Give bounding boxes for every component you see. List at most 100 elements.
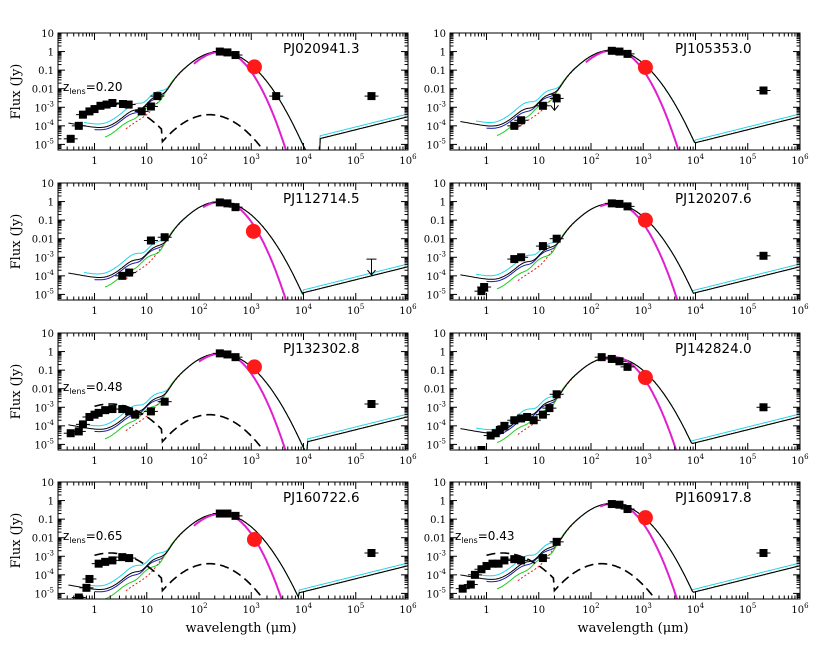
data-point: [552, 94, 561, 103]
data-point: [480, 283, 489, 292]
data-point: [495, 425, 504, 434]
y-axis-titles: Flux (Jy) Flux (Jy) Flux (Jy) Flux (Jy): [9, 64, 24, 569]
data-point: [759, 403, 768, 412]
data-point: [231, 353, 240, 362]
x-tick-label: 105: [739, 303, 756, 317]
zlens-label: zlens=0.65: [63, 529, 122, 545]
data-point: [477, 287, 486, 296]
data-point: [623, 202, 632, 211]
x-tick-label: 1: [91, 306, 97, 317]
y-tick-label: 10-4: [34, 269, 54, 283]
data-point: [146, 407, 155, 416]
data-point: [101, 406, 110, 415]
x-tick-label: 1: [483, 456, 489, 467]
y-tick-label: 10-3: [426, 100, 446, 114]
data-point: [500, 556, 509, 565]
x-tick-label: 102: [190, 602, 207, 616]
y-tick-label: 10-4: [426, 119, 446, 133]
x-tick-label: 10: [140, 456, 153, 467]
data-point: [367, 400, 376, 409]
x-tick-label: 1: [483, 605, 489, 616]
y-tick-label: 10: [433, 478, 446, 489]
y-tick-label: 10: [41, 478, 54, 489]
panel-5: 1 10 102 103 104 105 106 10 1 0.1 0.01 10-3 10-4 10-5…: [424, 329, 809, 467]
data-point: [466, 580, 475, 589]
model-curve-green-model: [104, 512, 408, 599]
model-curve-green-model: [104, 201, 408, 296]
data-point: [597, 353, 606, 362]
data-point: [510, 416, 519, 425]
data-point: [78, 110, 87, 119]
highlight-point: [246, 59, 262, 75]
data-point: [517, 116, 526, 125]
y-tick-label: 10-3: [426, 400, 446, 414]
data-point: [223, 199, 232, 208]
data-point: [477, 565, 486, 574]
panel-plot-area: [460, 199, 800, 300]
data-point: [607, 199, 616, 208]
modified-blackbody-curve: [585, 49, 680, 150]
data-point: [102, 100, 111, 109]
x-tick-label: 105: [347, 453, 364, 467]
data-point: [615, 357, 624, 366]
y-tick-label: 10: [41, 179, 54, 190]
data-point: [66, 134, 75, 143]
x-tick-label: 102: [190, 453, 207, 467]
y-tick-label: 1: [48, 497, 54, 508]
y-tick-label: 10-5: [34, 287, 54, 301]
x-tick-label: 106: [399, 453, 417, 467]
panel-plot-area: [68, 198, 408, 300]
data-point: [607, 500, 616, 509]
y-tick-label: 10-5: [426, 586, 446, 600]
data-point: [146, 236, 155, 245]
model-curve-red-dotted-model: [517, 502, 800, 593]
data-point: [615, 199, 624, 208]
modified-blackbody-curve: [193, 50, 287, 150]
x-tick-label: 104: [295, 303, 313, 317]
data-point: [538, 410, 547, 419]
x-tick-label: 1: [91, 156, 97, 167]
y-tick-label: 10-5: [34, 437, 54, 451]
y-tick-label: 0.01: [32, 235, 54, 246]
upper-limit-arrow: [366, 258, 377, 276]
y-tick-label: 10-4: [426, 568, 446, 582]
y-tick-label: 1: [48, 48, 54, 59]
data-point: [494, 559, 503, 568]
panel-3: 1 10 102 103 104 105 106 10 1 0.1 0.01 10-3 10-4 10-5…: [424, 179, 809, 317]
y-tick-label: 0.01: [424, 235, 446, 246]
x-tick-label: 104: [687, 153, 705, 167]
panel-name: PJ142824.0: [675, 341, 752, 357]
y-axis-title: Flux (Jy): [9, 364, 24, 420]
panel-4: 1 10 102 103 104 105 106 10 1 0.1 0.01 10-3 10-4 10-5…: [32, 329, 417, 467]
model-curve-red-dotted-model: [517, 202, 800, 294]
data-point: [101, 557, 110, 566]
y-tick-label: 0.01: [32, 385, 54, 396]
y-tick-label: 10-3: [426, 549, 446, 563]
x-tick-label: 104: [295, 602, 313, 616]
modified-blackbody-curve: [599, 202, 679, 300]
data-point: [215, 349, 224, 358]
x-tick-label: 103: [635, 153, 652, 167]
y-axis-title: Flux (Jy): [9, 513, 24, 569]
y-tick-label: 0.01: [32, 85, 54, 96]
x-tick-label: 105: [347, 602, 364, 616]
panel-0: 1 10 102 103 104 105 106 10 1 0.1 0.01 10-3 10-4 10-5…: [32, 29, 417, 167]
x-tick-label: 106: [791, 453, 809, 467]
data-point: [85, 574, 94, 583]
x-tick-label: 104: [687, 602, 705, 616]
y-tick-label: 0.1: [38, 366, 54, 377]
y-tick-label: 10: [41, 329, 54, 340]
y-tick-label: 1: [48, 348, 54, 359]
x-tick-label: 10: [140, 605, 153, 616]
x-tick-label: 106: [399, 602, 417, 616]
y-tick-label: 0.1: [38, 216, 54, 227]
data-point: [552, 390, 561, 399]
y-axis-title: Flux (Jy): [9, 64, 24, 120]
y-tick-label: 10-5: [426, 437, 446, 451]
y-tick-label: 10: [433, 329, 446, 340]
data-point: [623, 505, 632, 514]
data-point: [96, 101, 105, 110]
y-tick-label: 0.1: [430, 216, 446, 227]
zlens-label: zlens=0.20: [63, 80, 122, 96]
data-point: [146, 102, 155, 111]
